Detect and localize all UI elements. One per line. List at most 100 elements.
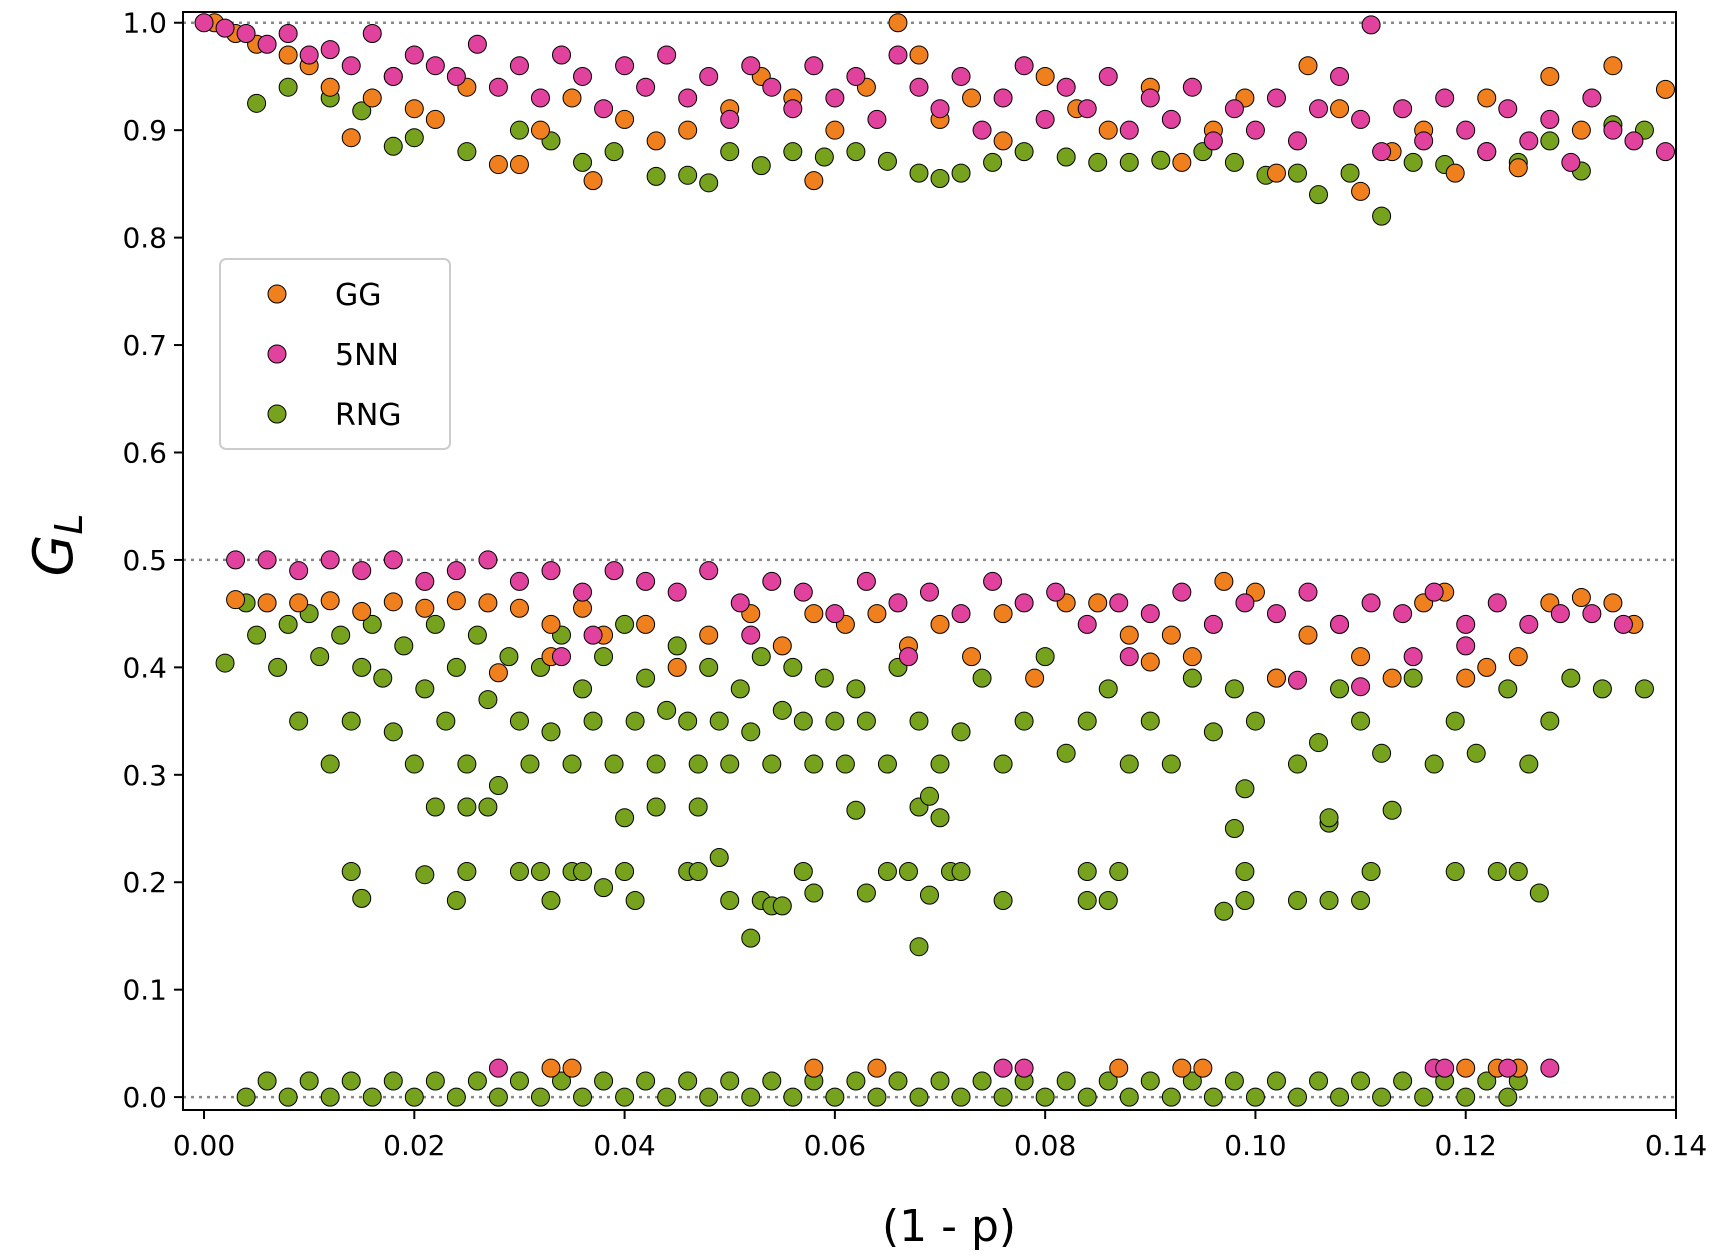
data-point bbox=[804, 883, 824, 903]
data-point bbox=[446, 657, 466, 677]
data-point bbox=[825, 711, 845, 731]
data-point bbox=[856, 571, 876, 591]
data-point bbox=[699, 1087, 719, 1107]
data-point bbox=[1372, 206, 1392, 226]
data-point bbox=[1140, 652, 1160, 672]
data-point bbox=[1224, 819, 1244, 839]
data-point bbox=[488, 155, 508, 175]
data-point bbox=[583, 625, 603, 645]
reference-lines bbox=[183, 21, 1676, 1099]
y-axis-title-main: G bbox=[22, 535, 85, 577]
data-point bbox=[720, 1071, 740, 1091]
data-point bbox=[1571, 120, 1591, 140]
data-point bbox=[1077, 99, 1097, 119]
data-point bbox=[1287, 131, 1307, 151]
data-point bbox=[1550, 604, 1570, 624]
data-point bbox=[993, 88, 1013, 108]
data-point bbox=[478, 690, 498, 710]
data-point bbox=[1245, 711, 1265, 731]
data-point bbox=[278, 1087, 298, 1107]
data-point bbox=[783, 657, 803, 677]
x-tick-label: 0.06 bbox=[804, 1129, 866, 1162]
data-point bbox=[1287, 670, 1307, 690]
data-point bbox=[509, 120, 529, 140]
data-point bbox=[720, 890, 740, 910]
data-point bbox=[278, 23, 298, 43]
data-point bbox=[320, 754, 340, 774]
data-point bbox=[762, 77, 782, 97]
data-point bbox=[1109, 861, 1129, 881]
data-point bbox=[646, 797, 666, 817]
data-point bbox=[741, 56, 761, 76]
data-point bbox=[1203, 131, 1223, 151]
data-point bbox=[1361, 861, 1381, 881]
data-point bbox=[699, 657, 719, 677]
data-point bbox=[888, 1071, 908, 1091]
data-point bbox=[1372, 142, 1392, 162]
data-point bbox=[1487, 861, 1507, 881]
data-point bbox=[825, 120, 845, 140]
data-point bbox=[741, 928, 761, 948]
data-point bbox=[1319, 890, 1339, 910]
legend-label-gg: GG bbox=[335, 278, 382, 313]
data-point bbox=[1487, 593, 1507, 613]
data-point bbox=[1424, 754, 1444, 774]
data-point bbox=[804, 754, 824, 774]
data-point bbox=[562, 88, 582, 108]
data-point bbox=[720, 142, 740, 162]
data-point bbox=[678, 711, 698, 731]
data-point bbox=[1424, 582, 1444, 602]
data-point bbox=[1309, 185, 1329, 205]
data-points bbox=[194, 13, 1675, 1107]
data-point bbox=[425, 614, 445, 634]
data-point bbox=[1456, 636, 1476, 656]
data-point bbox=[194, 13, 214, 33]
data-point bbox=[488, 1058, 508, 1078]
data-point bbox=[1603, 56, 1623, 76]
data-point bbox=[804, 56, 824, 76]
data-point bbox=[993, 890, 1013, 910]
data-point bbox=[615, 614, 635, 634]
data-point bbox=[247, 93, 267, 113]
data-point bbox=[583, 171, 603, 191]
data-point bbox=[688, 797, 708, 817]
data-point bbox=[804, 604, 824, 624]
data-point bbox=[1235, 861, 1255, 881]
data-point bbox=[1655, 79, 1675, 99]
data-point bbox=[793, 582, 813, 602]
data-point bbox=[552, 1071, 572, 1091]
data-point bbox=[1613, 614, 1633, 634]
data-point bbox=[636, 77, 656, 97]
data-point bbox=[1519, 131, 1539, 151]
data-point bbox=[1119, 647, 1139, 667]
data-point bbox=[1014, 1058, 1034, 1078]
data-point bbox=[594, 1071, 614, 1091]
x-tick-label: 0.04 bbox=[593, 1129, 655, 1162]
data-point bbox=[1098, 66, 1118, 86]
data-point bbox=[920, 582, 939, 602]
data-point bbox=[1529, 883, 1549, 903]
data-point bbox=[636, 1071, 656, 1091]
data-point bbox=[415, 571, 435, 591]
data-point bbox=[594, 878, 614, 898]
data-point bbox=[646, 754, 666, 774]
data-point bbox=[667, 636, 687, 656]
data-point bbox=[383, 136, 403, 156]
x-tick-label: 0.00 bbox=[173, 1129, 235, 1162]
data-point bbox=[552, 45, 572, 65]
data-point bbox=[1655, 142, 1675, 162]
data-point bbox=[1140, 604, 1160, 624]
data-point bbox=[804, 171, 824, 191]
data-point bbox=[1382, 800, 1402, 820]
data-point bbox=[562, 1058, 582, 1078]
data-point bbox=[657, 45, 677, 65]
data-point bbox=[793, 861, 813, 881]
data-point bbox=[1161, 109, 1181, 129]
data-point bbox=[257, 34, 277, 54]
data-point bbox=[898, 647, 918, 667]
data-point bbox=[1582, 88, 1602, 108]
data-point bbox=[825, 1087, 845, 1107]
data-point bbox=[299, 45, 319, 65]
data-point bbox=[352, 101, 372, 121]
legend-marker-5nn bbox=[267, 344, 287, 364]
